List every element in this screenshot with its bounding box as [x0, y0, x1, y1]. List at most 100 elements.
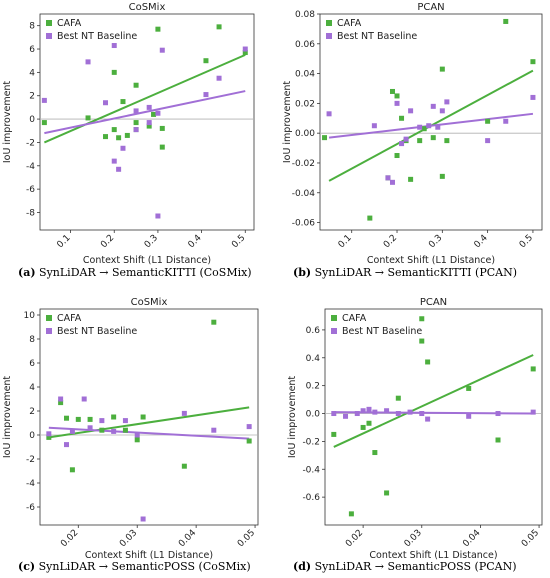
baseline-point — [116, 166, 122, 172]
y-tick-label: 4 — [29, 383, 35, 393]
legend-baseline-label: Best NT Baseline — [342, 326, 422, 337]
y-tick-label: -0.2 — [302, 437, 320, 447]
cafa-point — [444, 138, 450, 144]
cafa-point — [122, 427, 128, 433]
x-tick-label: 0.1 — [337, 233, 354, 250]
y-tick-label: 0.06 — [295, 40, 315, 50]
baseline-point — [426, 123, 432, 129]
chart-panel-4: PCAN 0.02 0.03 0.04 0.05 0.6 0.4 0.2 0.0 -0.2 -0.4… — [287, 297, 543, 561]
baseline-point — [343, 413, 349, 419]
baseline-point — [354, 411, 360, 417]
caption-b-text: SynLiDAR → SemanticKITTI (PCAN) — [314, 266, 517, 279]
baseline-point — [384, 408, 390, 414]
baseline-point — [155, 213, 161, 219]
x-tick-label: 0.2 — [382, 233, 399, 250]
baseline-point — [530, 94, 536, 100]
plot-frame — [39, 308, 259, 526]
cafa-point — [421, 126, 427, 132]
baseline-point — [371, 123, 377, 129]
x-tick-label: 0.3 — [427, 233, 444, 250]
cafa-point — [133, 82, 139, 88]
x-axis-label: Context Shift (L1 Distance) — [367, 255, 495, 266]
cafa-point — [211, 319, 217, 325]
baseline-point — [122, 418, 128, 424]
cafa-point — [159, 144, 165, 150]
legend: CAFA Best NT Baseline — [46, 313, 137, 337]
baseline-point — [146, 120, 152, 126]
cafa-point — [419, 316, 425, 322]
y-tick-label: 0.00 — [295, 129, 315, 139]
baseline-point — [85, 59, 91, 65]
baseline-point — [81, 396, 87, 402]
baseline-point — [485, 138, 491, 144]
legend-cafa-label: CAFA — [57, 313, 82, 324]
legend-baseline-label: Best NT Baseline — [57, 326, 137, 337]
cafa-point — [430, 135, 436, 141]
legend-cafa-marker — [46, 315, 52, 321]
y-tick-label: 0.04 — [295, 70, 315, 80]
baseline-point — [399, 141, 405, 147]
cafa-point — [133, 120, 139, 126]
y-tick-label: -8 — [26, 208, 35, 218]
cafa-point — [111, 69, 117, 75]
cafa-point — [394, 153, 400, 159]
baseline-trend-line — [48, 426, 250, 440]
cafa-point — [503, 18, 509, 24]
cafa-trend-line — [333, 354, 534, 448]
cafa-point — [155, 26, 161, 32]
legend: CAFA Best NT Baseline — [331, 313, 422, 337]
baseline-point — [331, 411, 337, 417]
y-tick-label: -0.04 — [292, 189, 316, 199]
baseline-point — [134, 432, 140, 438]
y-tick-label: 6 — [29, 45, 35, 55]
y-tick-label: 0.08 — [295, 10, 315, 20]
baseline-point — [242, 46, 248, 52]
legend-baseline-marker — [46, 328, 52, 334]
cafa-point — [111, 127, 117, 133]
baseline-point — [133, 108, 139, 114]
y-tick-label: -0.6 — [302, 493, 320, 503]
y-tick-label: -4 — [26, 479, 35, 489]
y-tick-label: 0 — [29, 431, 35, 441]
cafa-point — [394, 93, 400, 99]
y-tick-label: 0 — [29, 115, 35, 125]
baseline-point — [425, 416, 431, 422]
chart-panel-1: CoSMix 0.1 0.2 0.3 0.4 0.5 8 6 4 2 0 -2 -4 -6 -8 Contex… — [2, 2, 255, 266]
legend-cafa-marker — [46, 20, 52, 26]
cafa-point — [99, 427, 105, 433]
cafa-point — [134, 437, 140, 443]
plot-frame — [324, 308, 543, 526]
baseline-point — [103, 100, 109, 106]
baseline-point — [395, 411, 401, 417]
x-axis-label: Context Shift (L1 Distance) — [85, 550, 213, 561]
y-tick-label: 0.02 — [295, 99, 315, 109]
cafa-point — [466, 385, 472, 391]
chart-title: PCAN — [417, 2, 444, 13]
y-tick-label: -6 — [26, 185, 35, 195]
baseline-point — [216, 75, 222, 81]
baseline-point — [181, 410, 187, 416]
legend-baseline-marker — [326, 33, 332, 39]
caption-b-tag: (b) — [293, 266, 312, 279]
cafa-point — [322, 135, 328, 141]
cafa-point — [85, 115, 91, 121]
cafa-point — [425, 359, 431, 365]
cafa-point — [87, 416, 93, 422]
caption-a: (a) SynLiDAR → SemanticKITTI (CoSMix) — [18, 266, 252, 279]
x-tick-label: 0.4 — [187, 233, 204, 250]
cafa-point — [64, 415, 70, 421]
baseline-point — [46, 431, 52, 437]
cafa-point — [58, 400, 64, 406]
cafa-trend-line — [43, 53, 246, 144]
caption-c-text: SynLiDAR → SemanticPOSS (CoSMix) — [38, 560, 251, 573]
baseline-point — [360, 408, 366, 414]
y-tick-label: -0.02 — [292, 159, 315, 169]
cafa-point — [69, 467, 75, 473]
baseline-point — [146, 104, 152, 110]
baseline-point — [87, 425, 93, 431]
legend-cafa-label: CAFA — [342, 313, 367, 324]
y-axis-label: IoU improvement — [287, 376, 298, 459]
baseline-point — [203, 92, 209, 98]
cafa-point — [389, 88, 395, 94]
legend-cafa-marker — [331, 315, 337, 321]
